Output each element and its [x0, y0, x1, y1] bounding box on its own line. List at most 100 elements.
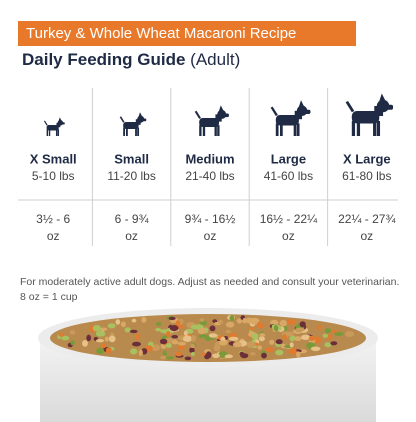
dog-tail [43, 120, 48, 126]
food-bit [169, 325, 179, 332]
food-bit [327, 334, 332, 340]
food-bit [96, 339, 104, 343]
food-bit [190, 343, 196, 349]
food-bit [165, 343, 172, 348]
dog-neck [294, 110, 303, 120]
food-bit [96, 347, 105, 355]
weight-label: 11-20 lbs [107, 169, 155, 183]
unit-label: oz [282, 229, 295, 243]
food-bit [209, 325, 216, 332]
food-bit [159, 338, 168, 345]
food-bit [199, 318, 205, 322]
dog-body [46, 125, 59, 131]
food-bit [289, 342, 294, 348]
dog-icon [119, 112, 147, 136]
food-bit [95, 330, 106, 337]
food-bit [135, 333, 140, 340]
dog-body [351, 111, 380, 124]
dog-leg [135, 127, 137, 136]
dog-ear [379, 93, 386, 101]
dog-body [275, 115, 299, 126]
food-bit [279, 319, 287, 327]
food-bit [206, 351, 212, 359]
size-label: Small [114, 151, 149, 166]
food-bit [198, 334, 203, 339]
dog-snout [384, 104, 394, 110]
food-bit [115, 319, 121, 325]
food-bit [100, 343, 107, 349]
food-bit [61, 335, 70, 341]
food-bit [257, 345, 263, 350]
dog-leg [202, 125, 206, 136]
food-bit [69, 330, 76, 335]
food-bit [322, 333, 328, 338]
food-bit [259, 333, 266, 337]
food-bit [165, 356, 175, 360]
dog-snout [303, 109, 311, 114]
food-bit [324, 342, 332, 348]
food-bit [124, 327, 131, 333]
food-bit [168, 316, 176, 321]
food-bit [218, 319, 224, 324]
food-bit [301, 334, 311, 340]
food-bit [258, 336, 265, 342]
food-bit [236, 318, 243, 324]
food-bit [295, 327, 305, 332]
food-bit [282, 333, 287, 340]
dog-leg [199, 125, 202, 136]
unit-label: oz [360, 229, 373, 243]
dog-neck [135, 119, 141, 125]
food-bit [275, 339, 283, 345]
dog-tail [270, 106, 278, 117]
food-bit [270, 319, 279, 326]
footnote: 8 oz = 1 cup [20, 291, 78, 303]
badge-text: Turkey & Whole Wheat Macaroni Recipe [26, 25, 296, 42]
dog-leg [373, 121, 377, 136]
food-bit [299, 321, 306, 328]
amount-label: 3½ - 6 [36, 212, 70, 226]
dog-body [123, 122, 139, 129]
food-bit [275, 349, 284, 356]
food-bit [285, 331, 294, 337]
food-bit [182, 335, 193, 343]
food-bit [265, 347, 274, 353]
food-bit [197, 328, 207, 335]
dog-snout [141, 118, 147, 122]
food-bit [249, 317, 260, 325]
food-bit [120, 321, 126, 328]
food-bit [246, 341, 256, 348]
food-bit [86, 334, 92, 342]
unit-label: oz [47, 229, 60, 243]
food-bit [208, 333, 218, 338]
food-bit [269, 339, 275, 345]
food-bit [183, 330, 188, 336]
food-bit [58, 333, 65, 337]
food-bit [261, 352, 267, 359]
food-bit [225, 330, 232, 334]
food-bit [212, 353, 220, 359]
dog-icon [194, 105, 229, 136]
dog-tail [345, 101, 355, 113]
dog-leg [57, 129, 60, 136]
food-bit [200, 352, 206, 357]
dog-icon [43, 117, 65, 136]
food-bit [287, 319, 296, 325]
dog-leg [296, 123, 300, 136]
food-bit [256, 321, 262, 329]
food-bit [184, 356, 192, 361]
size-label: X Large [343, 151, 391, 166]
food-bit [92, 325, 101, 332]
food-bit [166, 331, 171, 338]
food-bit [189, 347, 195, 354]
food-bit [156, 322, 162, 327]
food-bit [310, 346, 321, 352]
food-bit [131, 318, 137, 323]
food-bit [100, 327, 108, 331]
food-bit [280, 343, 287, 349]
food-bit [108, 335, 116, 343]
dog-leg [48, 129, 51, 136]
weight-label: 41-60 lbs [264, 169, 313, 183]
weight-label: 5-10 lbs [32, 169, 75, 183]
dog-leg [351, 121, 356, 136]
food-bit [177, 341, 187, 346]
